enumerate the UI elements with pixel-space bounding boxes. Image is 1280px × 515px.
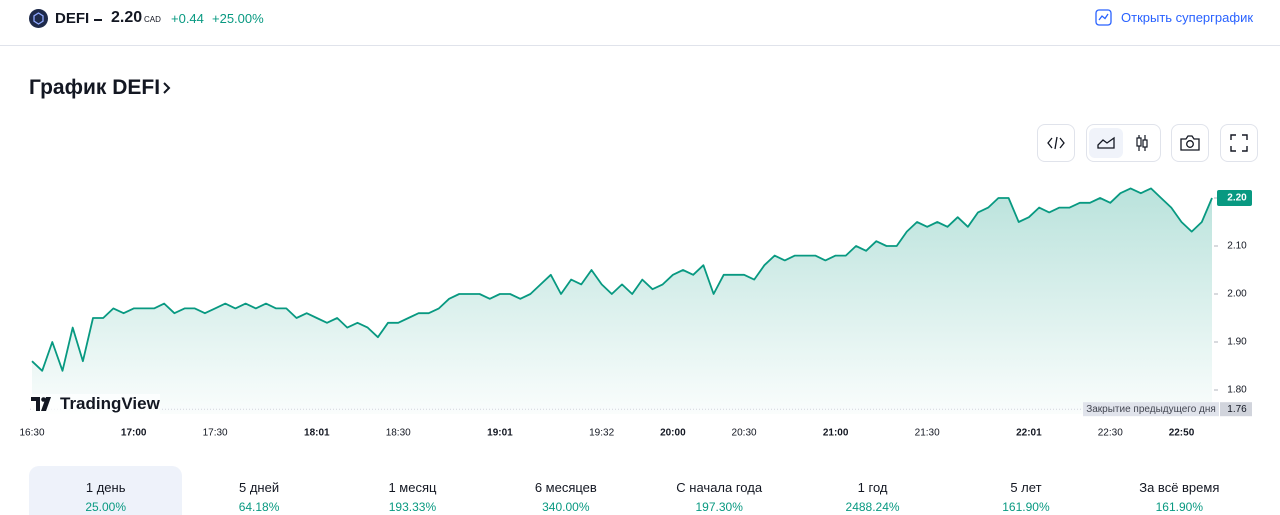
x-tick-label: 22:01	[1016, 428, 1042, 439]
x-tick-label: 18:30	[386, 428, 411, 439]
open-superchart-button[interactable]: Открыть суперграфик	[1095, 9, 1253, 26]
chart-style-group	[1086, 124, 1161, 162]
fullscreen-button[interactable]	[1220, 124, 1258, 162]
embed-button[interactable]	[1037, 124, 1075, 162]
x-tick-label: 20:00	[660, 428, 686, 439]
period-label: С начала года	[676, 480, 763, 495]
period-tab[interactable]: За всё время 161.90%	[1103, 466, 1256, 515]
chevron	[163, 82, 171, 94]
logo	[29, 9, 48, 28]
period-value: 2488.24%	[845, 500, 900, 514]
camera-icon	[1180, 135, 1200, 151]
prev-close-value-bg	[1220, 402, 1252, 417]
period-label: 6 месяцев	[534, 480, 597, 495]
period-value: 25.00%	[85, 500, 127, 514]
symbol: DEFI	[55, 10, 90, 27]
periods: 1 день 25.00% 5 дней 64.18% 1 месяц 193.33% 6 …	[29, 466, 1256, 515]
section-title[interactable]: График DEFI	[29, 76, 172, 100]
x-tick-label: 22:50	[1169, 428, 1195, 439]
branding-text: TradingView	[60, 394, 160, 413]
period-tab[interactable]: 1 месяц 193.33%	[336, 466, 489, 515]
section-title-text: График DEFI	[29, 76, 161, 99]
y-tick-label: 1.90	[1227, 337, 1247, 348]
area	[32, 188, 1212, 414]
screenshot-button[interactable]	[1171, 124, 1209, 162]
x-tick-label: 22:30	[1098, 428, 1123, 439]
candle-style-button[interactable]	[1125, 128, 1159, 158]
x-tick-label: 18:01	[304, 428, 330, 439]
candle-icon	[1135, 135, 1148, 151]
period-tab[interactable]: 1 год 2488.24%	[796, 466, 949, 515]
currency: CAD	[144, 15, 161, 24]
period-value: 64.18%	[238, 500, 280, 514]
x-tick-label: 17:00	[121, 428, 147, 439]
period-label: 5 дней	[239, 480, 280, 495]
change: +0.44	[171, 11, 204, 26]
price: 2.20	[111, 9, 143, 26]
x-tick-label: 17:30	[203, 428, 228, 439]
prev-close-value: 1.76	[1227, 404, 1247, 415]
open-superchart-label: Открыть суперграфик	[1121, 10, 1254, 25]
superchart-icon	[1095, 9, 1112, 26]
prev-close-label-bg	[1083, 402, 1219, 417]
x-tick-label: 21:30	[915, 428, 940, 439]
period-label: 1 месяц	[388, 480, 437, 495]
chart: 1.80 1.90 2.00 2.10 2.20 16:30 17:00 17:30 18:01…	[19, 187, 1252, 439]
x-tick-label: 19:01	[487, 428, 513, 439]
y-tick-label: 1.80	[1227, 385, 1247, 396]
x-tick-label: 19:32	[589, 428, 614, 439]
branding[interactable]: TradingView	[31, 394, 160, 414]
period-tab[interactable]: С начала года 197.30%	[643, 466, 796, 515]
period-tab[interactable]: 5 лет 161.90%	[949, 466, 1102, 515]
y-tick-label: 2.00	[1227, 289, 1247, 300]
period-value: 161.90%	[1155, 500, 1203, 514]
line	[31, 187, 1213, 372]
last-value-label: 2.20	[1227, 193, 1247, 204]
period-tab[interactable]: 1 день 25.00%	[29, 466, 183, 515]
branding-logo	[31, 397, 51, 411]
period-tab[interactable]: 5 дней 64.18%	[182, 466, 335, 515]
embed-icon	[1047, 136, 1065, 150]
y-tick-label: 2.10	[1227, 241, 1247, 252]
area-icon	[1096, 136, 1115, 149]
period-value: 197.30%	[695, 500, 743, 514]
period-tab[interactable]: 6 месяцев 340.00%	[489, 466, 642, 515]
change-percent: +25.00%	[212, 11, 264, 26]
period-value: 161.90%	[1002, 500, 1050, 514]
period-label: 1 день	[85, 480, 126, 495]
fullscreen-icon	[1230, 134, 1248, 152]
period-label: За всё время	[1139, 480, 1220, 495]
area-style-button[interactable]	[1088, 128, 1123, 158]
prev-close-label: Закрытие предыдущего дня	[1086, 404, 1216, 415]
period-value: 193.33%	[388, 500, 437, 514]
x-tick-label: 20:30	[732, 428, 757, 439]
last-value-badge	[1217, 190, 1252, 206]
x-tick-label: 16:30	[19, 428, 44, 439]
header: DEFI 2.20 CAD +0.44 +25.00% Открыть супе…	[0, 0, 1280, 46]
period-value: 340.00%	[542, 500, 590, 514]
separator	[94, 19, 102, 21]
period-label: 5 лет	[1010, 480, 1042, 495]
x-tick-label: 21:00	[823, 428, 849, 439]
period-label: 1 год	[857, 480, 888, 495]
